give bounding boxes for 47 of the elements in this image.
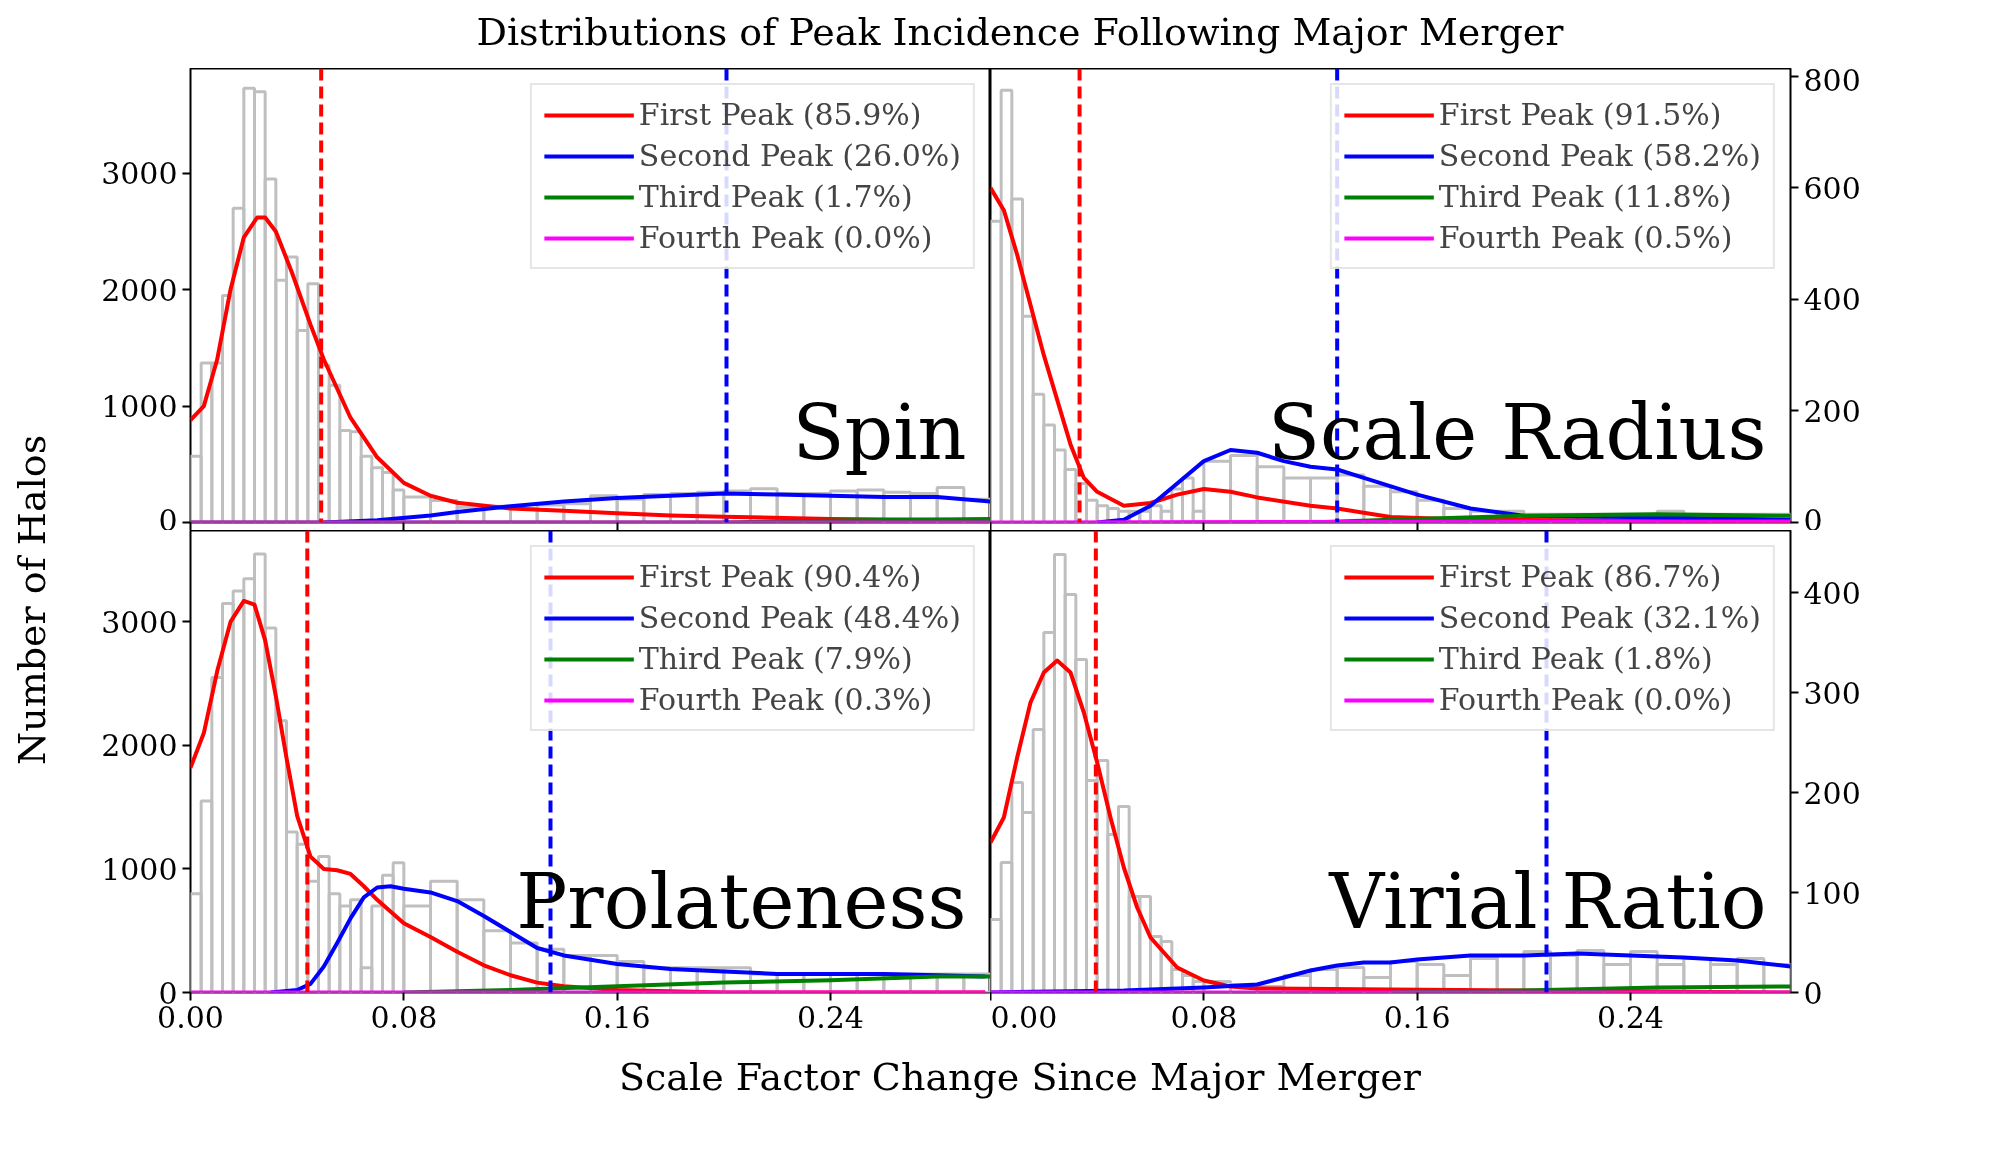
- legend-label: Fourth Peak (0.3%): [638, 682, 933, 717]
- x-tick-label: 0.08: [370, 999, 438, 1035]
- x-axis-title: Scale Factor Change Since Major Merger: [619, 1054, 1421, 1101]
- chart-title: Distributions of Peak Incidence Following Major Merger: [476, 9, 1564, 56]
- y-tick-label: 400: [1803, 575, 1861, 611]
- legend-label: Fourth Peak (0.0%): [638, 220, 933, 255]
- y-tick-label: 1000: [101, 389, 178, 425]
- annotation: Virial Ratio: [1328, 857, 1767, 947]
- x-tick-label: 0.24: [797, 999, 864, 1035]
- y-tick-label: 0: [1803, 975, 1823, 1011]
- legend-label: Third Peak (1.7%): [638, 179, 913, 214]
- legend-label: Second Peak (48.4%): [638, 600, 961, 635]
- annotation: Prolateness: [516, 857, 967, 947]
- y-tick-label: 100: [1803, 875, 1861, 911]
- y-tick-label: 600: [1803, 170, 1861, 206]
- x-tick-label: 0.16: [583, 999, 651, 1035]
- annotation: Spin: [792, 388, 967, 478]
- x-tick-label: 0.00: [990, 999, 1058, 1035]
- y-tick-label: 200: [1803, 393, 1861, 429]
- y-tick-label: 3000: [101, 604, 178, 640]
- legend-label: First Peak (86.7%): [1438, 559, 1722, 594]
- legend-label: First Peak (90.4%): [638, 559, 922, 594]
- annotation: Scale Radius: [1267, 388, 1767, 478]
- x-tick-label: 0.16: [1383, 999, 1451, 1035]
- legend-label: Third Peak (11.8%): [1438, 179, 1732, 214]
- y-tick-label: 200: [1803, 775, 1861, 811]
- legend-label: Second Peak (32.1%): [1438, 600, 1761, 635]
- legend-label: Fourth Peak (0.5%): [1438, 220, 1733, 255]
- y-tick-label: 0: [158, 502, 178, 538]
- y-tick-label: 3000: [101, 156, 178, 192]
- y-tick-label: 1000: [101, 851, 178, 887]
- y-tick-label: 2000: [101, 272, 178, 308]
- legend-label: First Peak (91.5%): [1438, 97, 1722, 132]
- y-axis-title: Number of Halos: [9, 434, 55, 766]
- legend-label: First Peak (85.9%): [638, 97, 922, 132]
- legend-label: Fourth Peak (0.0%): [1438, 682, 1733, 717]
- y-tick-label: 800: [1803, 62, 1861, 98]
- legend-label: Third Peak (7.9%): [638, 641, 913, 676]
- x-tick-label: 0.24: [1597, 999, 1664, 1035]
- legend-label: Second Peak (26.0%): [638, 138, 961, 173]
- y-tick-label: 400: [1803, 282, 1861, 318]
- legend-label: Third Peak (1.8%): [1438, 641, 1713, 676]
- y-tick-label: 2000: [101, 728, 178, 764]
- y-tick-label: 0: [1803, 502, 1823, 538]
- legend-label: Second Peak (58.2%): [1438, 138, 1761, 173]
- x-tick-label: 0.08: [1170, 999, 1238, 1035]
- y-tick-label: 300: [1803, 675, 1861, 711]
